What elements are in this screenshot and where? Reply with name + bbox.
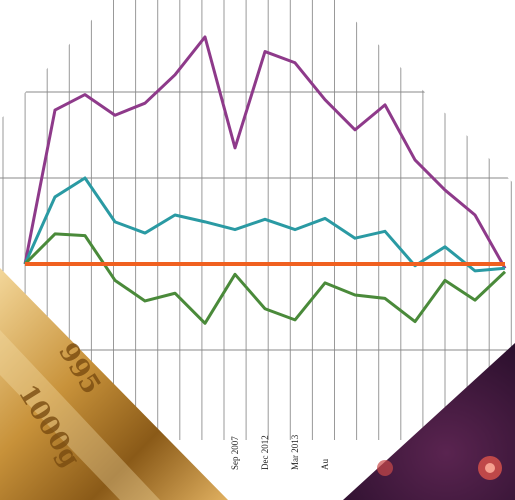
x-tick-label: Dec 2012 xyxy=(260,435,270,470)
x-tick-label: Au xyxy=(320,459,330,470)
purple-image xyxy=(343,343,515,500)
x-tick-label: Mar 2013 xyxy=(290,434,300,470)
x-tick-label: Sep 2007 xyxy=(230,436,240,470)
series-line xyxy=(23,176,506,273)
gold-image: 1000g 995 xyxy=(0,268,228,500)
series-line xyxy=(23,35,507,270)
